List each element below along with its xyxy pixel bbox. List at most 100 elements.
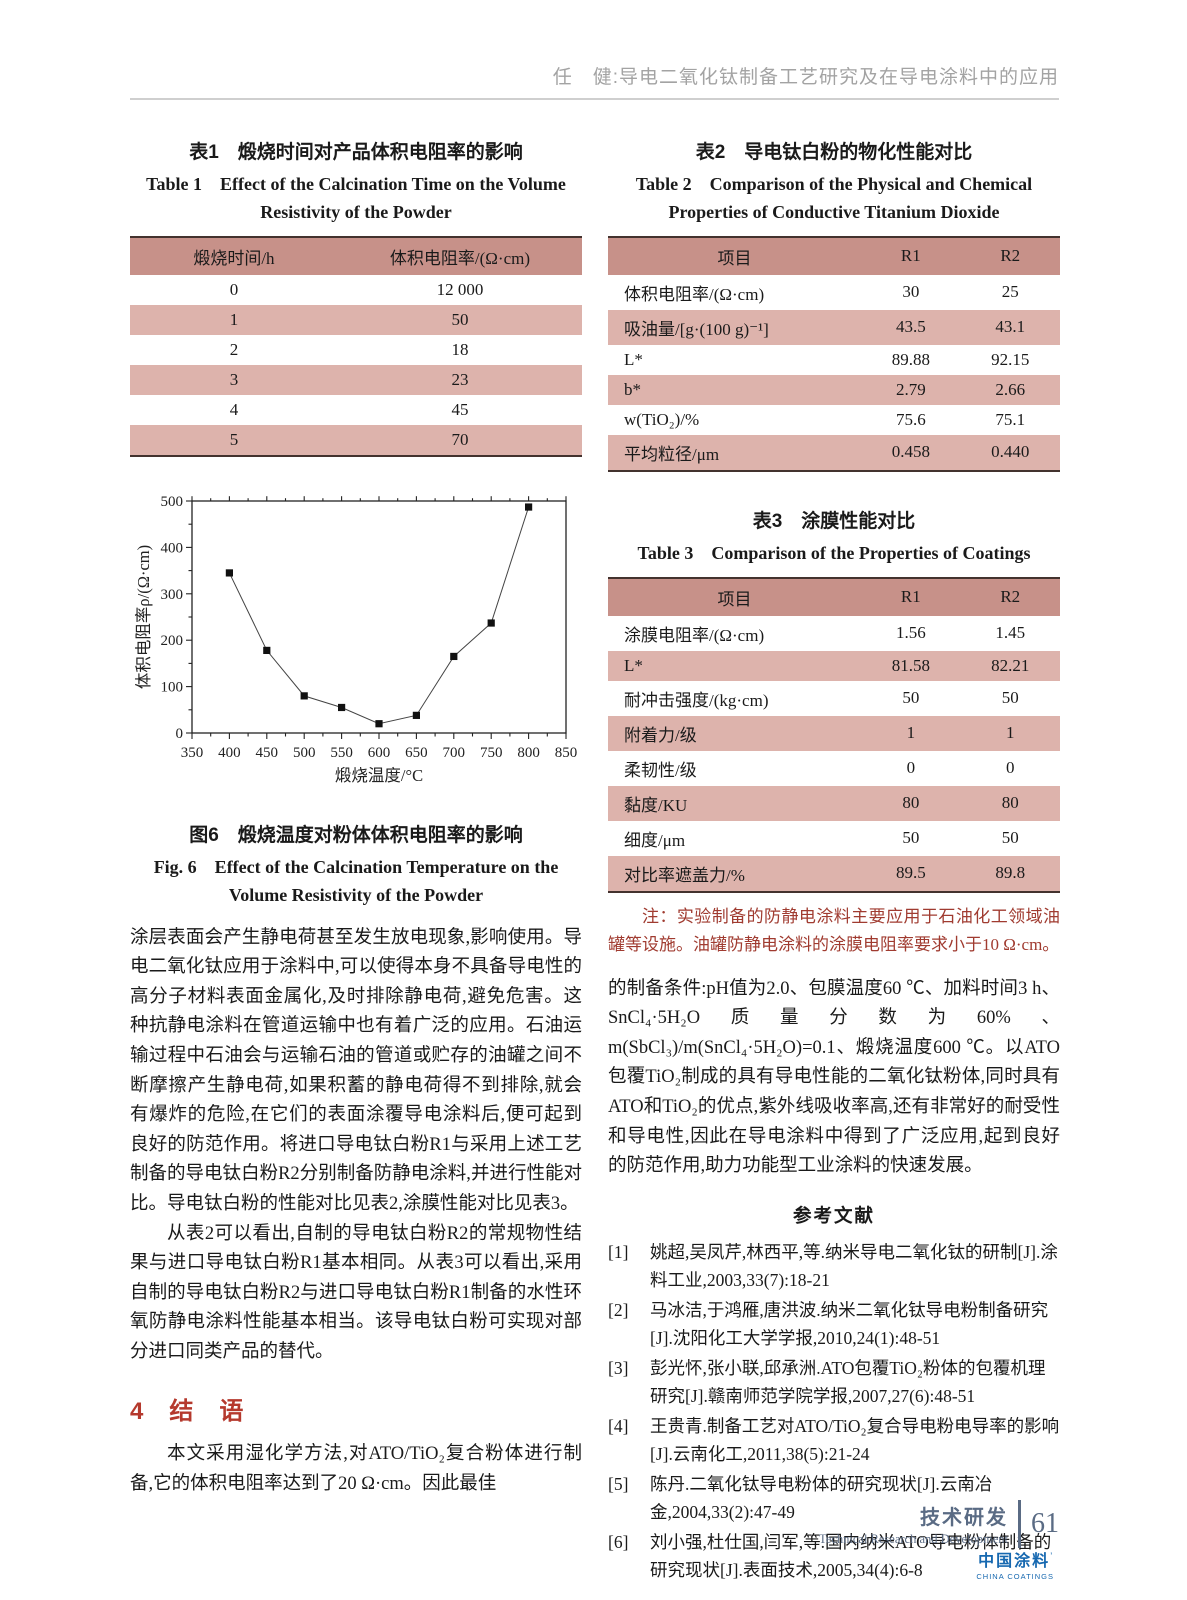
table-row: 吸油量/[g·(100 g)⁻¹] 43.5 43.1: [608, 309, 1060, 345]
figure6-caption-cn: 图6 煅烧温度对粉体体积电阻率的影响: [189, 824, 523, 846]
table-row: 涂膜电阻率/(Ω·cm) 1.56 1.45: [608, 616, 1060, 651]
table3: 项目 R1 R2 涂膜电阻率/(Ω·cm) 1.56 1.45 L* 81.58 82.21 耐冲…: [608, 576, 1060, 893]
reference-text: 彭光怀,张小联,邱承洲.ATO包覆TiO₂粉体的包覆机理研究[J].赣南师范学院…: [650, 1357, 1046, 1407]
column-header: R1: [861, 577, 961, 616]
table-cell: 4: [229, 399, 239, 419]
table-cell: 1.45: [995, 623, 1026, 643]
china-coatings-logo: 中国涂料’ CHINA COATINGS: [976, 1551, 1054, 1581]
svg-text:850: 850: [555, 745, 578, 761]
svg-text:600: 600: [368, 745, 391, 761]
table-cell: w(TiO₂)/%: [624, 409, 700, 429]
svg-text:400: 400: [218, 745, 241, 761]
paragraph: 涂层表面会产生静电荷甚至发生放电现象,影响使用。导电二氧化钛应用于涂料中,可以使…: [130, 927, 582, 1214]
references-heading: 参考文献: [792, 1206, 875, 1227]
paragraph: 的制备条件:pH值为2.0、包膜温度60 ℃、加料时间3 h、SnCl₄·5H₂…: [608, 978, 1060, 1177]
column-header: 煅烧时间/h: [130, 236, 338, 275]
table-cell: 75.6: [895, 409, 926, 429]
table-cell: 18: [451, 339, 469, 359]
table-cell: 细度/μm: [624, 830, 686, 850]
table3-caption-cn: 表3 涂膜性能对比: [752, 510, 916, 532]
column-header: 体积电阻率/(Ω·cm): [337, 236, 582, 275]
table-cell: L*: [624, 349, 643, 369]
table-cell: 2.79: [895, 379, 926, 399]
table-row: 3 23: [130, 364, 582, 395]
page-number: 61: [1031, 1508, 1059, 1539]
left-column: 表1 煅烧时间对产品体积电阻率的影响 Table 1 Effect of the…: [130, 133, 582, 1586]
table-row: b* 2.79 2.66: [608, 374, 1060, 405]
reference-number: [1]: [608, 1241, 629, 1262]
table-cell: 5: [229, 429, 239, 449]
svg-text:0: 0: [176, 726, 184, 742]
reference-item: [2] 马冰洁,于鸿雁,唐洪波.纳米二氧化钛导电粉制备研究[J].沈阳化工大学学报…: [608, 1296, 1060, 1353]
figure6-chart: 350 400 450 500 550 600 650 700 750 800 850 0 100 200…: [130, 485, 582, 810]
reference-number: [2]: [608, 1299, 629, 1320]
table-row: 附着力/级 1 1: [608, 715, 1060, 751]
table-cell: 30: [902, 282, 920, 302]
svg-text:750: 750: [480, 745, 503, 761]
table-cell: 12 000: [436, 279, 484, 299]
table-cell: 体积电阻率/(Ω·cm): [624, 284, 765, 304]
table-row: 0 12 000: [130, 275, 582, 305]
table-cell: 1: [229, 309, 239, 329]
reference-number: [4]: [608, 1415, 629, 1436]
table-cell: 43.1: [995, 317, 1026, 337]
table-cell: 1: [1006, 723, 1015, 743]
footer-section-label: 技术研发 Technical Research and Development: [819, 1501, 1008, 1547]
column-header: R1: [861, 236, 961, 275]
table1: 煅烧时间/h 体积电阻率/(Ω·cm) 0 12 000 1 50 2 18 3 23 4 45 5 70: [130, 235, 582, 457]
table-cell: 吸油量/[g·(100 g)⁻¹]: [624, 319, 769, 339]
table-cell: 0: [229, 279, 239, 299]
reference-text: 刘小强,杜仕国,闫军,等.国内纳米ATO导电粉体制备的研究现状[J].表面技术,…: [650, 1531, 1052, 1581]
svg-text:400: 400: [161, 540, 184, 556]
table-cell: 80: [1001, 793, 1019, 813]
table-row: 耐冲击强度/(kg·cm) 50 50: [608, 681, 1060, 716]
table-row: w(TiO₂)/% 75.6 75.1: [608, 405, 1060, 435]
page-footer: 技术研发 Technical Research and Development …: [819, 1500, 1059, 1548]
table-header-row: 项目 R1 R2: [608, 577, 1060, 616]
svg-text:450: 450: [256, 745, 278, 761]
logo-en-text: CHINA COATINGS: [976, 1571, 1054, 1581]
column-header: R2: [960, 236, 1060, 275]
table-cell: b*: [624, 379, 641, 399]
svg-text:200: 200: [161, 633, 184, 649]
table-cell: 45: [451, 399, 469, 419]
paragraph: 从表2可以看出,自制的导电钛白粉R2的常规物性结果与进口导电钛白粉R1基本相同。…: [130, 1223, 582, 1362]
table-cell: 43.5: [895, 317, 926, 337]
table-row: 细度/μm 50 50: [608, 821, 1060, 856]
references-list: [1] 姚超,吴凤芹,林西平,等.纳米导电二氧化钛的研制[J].涂料工业,2003…: [608, 1238, 1060, 1585]
table-row: 2 18: [130, 335, 582, 365]
table-cell: 70: [451, 429, 469, 449]
column-header: R2: [960, 577, 1060, 616]
table-cell: 耐冲击强度/(kg·cm): [624, 690, 769, 710]
table-cell: 1: [906, 723, 916, 743]
svg-text:300: 300: [161, 587, 184, 603]
table2-caption-en: Table 2 Comparison of the Physical and C…: [635, 174, 1033, 222]
table1-caption-cn: 表1 煅烧时间对产品体积电阻率的影响: [189, 142, 523, 163]
right-column: 表2 导电钛白粉的物化性能对比 Table 2 Comparison of th…: [608, 133, 1060, 1586]
reference-item: [1] 姚超,吴凤芹,林西平,等.纳米导电二氧化钛的研制[J].涂料工业,2003…: [608, 1238, 1060, 1295]
table2: 项目 R1 R2 体积电阻率/(Ω·cm) 30 25 吸油量/[g·(100 g)⁻¹] 4…: [608, 235, 1060, 472]
footer-en: Technical Research and Development: [819, 1532, 1008, 1546]
table-cell: 92.15: [991, 349, 1030, 369]
section-heading-4: 4 结 语: [130, 1398, 245, 1426]
svg-text:100: 100: [161, 679, 184, 695]
table-cell: 80: [902, 793, 920, 813]
svg-text:650: 650: [405, 745, 428, 761]
table-cell: 50: [1001, 688, 1019, 708]
table3-note: 注：实验制备的防静电涂料主要应用于石油化工领域油罐等设施。油罐防静电涂料的涂膜电…: [608, 906, 1060, 954]
logo-cn-text: 中国涂料: [978, 1552, 1051, 1570]
table-cell: 50: [902, 828, 920, 848]
table-cell: 0: [906, 758, 916, 778]
table-cell: 89.5: [895, 863, 926, 883]
table-row: 1 50: [130, 304, 582, 335]
table-cell: 23: [451, 369, 469, 389]
content-columns: 表1 煅烧时间对产品体积电阻率的影响 Table 1 Effect of the…: [130, 133, 1060, 1586]
paragraph: 本文采用湿化学方法,对ATO/TiO₂复合粉体进行制备,它的体积电阻率达到了20…: [130, 1444, 582, 1495]
table-row: 平均粒径/μm 0.458 0.440: [608, 434, 1060, 471]
svg-text:800: 800: [517, 745, 540, 761]
footer-divider: [1018, 1500, 1021, 1548]
table-row: 5 70: [130, 424, 582, 456]
svg-text:500: 500: [161, 494, 184, 510]
svg-text:550: 550: [330, 745, 353, 761]
